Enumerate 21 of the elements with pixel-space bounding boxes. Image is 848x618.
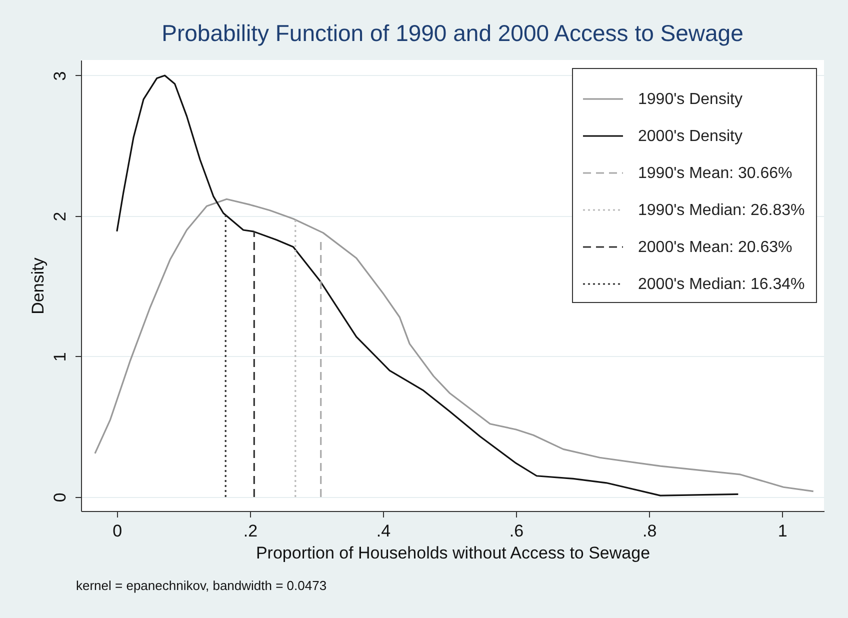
x-tick-label: .2: [243, 522, 258, 540]
legend-label: 2000's Mean: 20.63%: [638, 239, 792, 256]
text: kernel = epanechnikov, bandwidth = 0.0473: [76, 578, 327, 593]
x-tick-label: .6: [509, 522, 524, 540]
y-tick-label: 2: [50, 212, 70, 222]
y-tick-label: 1: [50, 352, 70, 362]
x-tick-label: 0: [112, 522, 122, 540]
line-series: [94, 198, 814, 492]
x-tick-label: .8: [642, 522, 657, 540]
x-tick-label: .4: [376, 522, 391, 540]
x-axis-title: Proportion of Households without Access to Sewage: [256, 544, 650, 562]
y-tick-label: 0: [50, 492, 70, 502]
legend-label: 2000's Density: [638, 128, 742, 145]
y-axis-title: Density: [28, 257, 48, 314]
x-tick-label: 1: [778, 522, 788, 540]
legend-label: 1990's Mean: 30.66%: [638, 165, 792, 182]
y-tick-label: 3: [50, 71, 70, 81]
legend-label: 1990's Density: [638, 91, 742, 108]
legend-label: 2000's Median: 16.34%: [638, 276, 805, 293]
legend-label: 1990's Median: 26.83%: [638, 202, 805, 219]
chart-title: Probability Function of 1990 and 2000 Access to Sewage: [162, 20, 744, 46]
